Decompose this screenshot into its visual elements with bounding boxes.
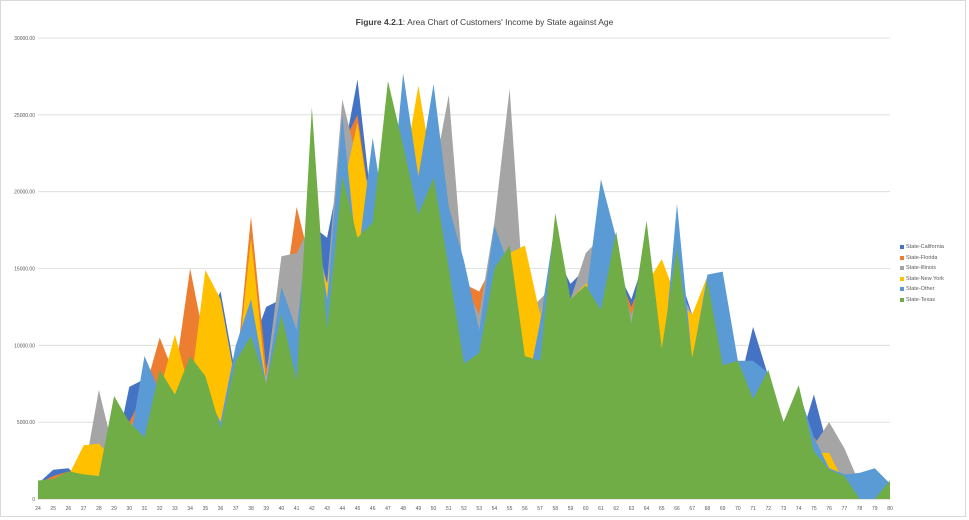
x-tick-label: 48: [400, 506, 406, 512]
x-tick-label: 78: [857, 506, 863, 512]
x-tick-label: 59: [568, 506, 574, 512]
x-tick-label: 65: [659, 506, 665, 512]
x-tick-label: 33: [172, 506, 178, 512]
y-tick-label: 0: [32, 497, 35, 503]
x-tick-label: 56: [522, 506, 528, 512]
x-tick-label: 38: [248, 506, 254, 512]
x-tick-label: 35: [203, 506, 209, 512]
x-tick-label: 69: [720, 506, 726, 512]
x-tick-label: 49: [416, 506, 422, 512]
x-tick-label: 64: [644, 506, 650, 512]
x-tick-label: 41: [294, 506, 300, 512]
legend-item: State-New York: [900, 274, 944, 285]
legend-label: State-Other: [906, 286, 935, 293]
x-tick-label: 47: [385, 506, 391, 512]
x-tick-label: 57: [537, 506, 543, 512]
x-tick-label: 80: [887, 506, 893, 512]
x-tick-label: 37: [233, 506, 239, 512]
x-tick-label: 61: [598, 506, 604, 512]
chart-legend: State-California State-Florida State-Illin…: [900, 242, 944, 305]
x-tick-label: 40: [279, 506, 285, 512]
x-tick-label: 32: [157, 506, 163, 512]
x-tick-label: 36: [218, 506, 224, 512]
x-tick-label: 70: [735, 506, 741, 512]
x-tick-label: 76: [826, 506, 832, 512]
legend-label: State-Illinois: [906, 265, 936, 272]
x-tick-label: 52: [461, 506, 467, 512]
legend-label: State-Florida: [906, 254, 938, 261]
x-tick-label: 45: [355, 506, 361, 512]
legend-label: State-New York: [906, 275, 944, 282]
x-tick-label: 53: [476, 506, 482, 512]
x-tick-label: 74: [796, 506, 802, 512]
x-tick-label: 24: [35, 506, 41, 512]
x-tick-label: 30: [127, 506, 133, 512]
legend-item: State-Texas: [900, 295, 944, 306]
chart-title-rest: : Area Chart of Customers' Income by Sta…: [402, 17, 614, 27]
y-tick-label: 20000.00: [14, 190, 35, 196]
x-tick-label: 51: [446, 506, 452, 512]
x-tick-label: 29: [111, 506, 117, 512]
x-tick-label: 63: [629, 506, 635, 512]
area-series-state-texas: [38, 81, 890, 499]
legend-label: State-Texas: [906, 296, 936, 303]
x-tick-label: 66: [674, 506, 680, 512]
y-tick-label: 5000.00: [17, 420, 35, 426]
x-tick-label: 43: [324, 506, 330, 512]
x-tick-label: 67: [689, 506, 695, 512]
y-tick-label: 30000.00: [14, 36, 35, 42]
x-tick-label: 44: [340, 506, 346, 512]
legend-item: State-Other: [900, 284, 944, 295]
legend-swatch: [900, 276, 904, 281]
x-tick-label: 42: [309, 506, 315, 512]
chart-title-bold: Figure 4.2.1: [355, 17, 403, 27]
x-tick-label: 26: [66, 506, 72, 512]
legend-swatch: [900, 245, 904, 250]
x-tick-label: 71: [750, 506, 756, 512]
legend-swatch: [900, 266, 904, 271]
x-tick-label: 58: [553, 506, 559, 512]
x-tick-label: 34: [187, 506, 193, 512]
x-tick-label: 25: [50, 506, 56, 512]
x-tick-label: 73: [781, 506, 787, 512]
legend-item: State-California: [900, 242, 944, 253]
legend-label: State-California: [906, 244, 944, 251]
x-tick-label: 55: [507, 506, 513, 512]
legend-swatch: [900, 255, 904, 260]
legend-item: State-Florida: [900, 253, 944, 264]
x-tick-label: 27: [81, 506, 87, 512]
legend-swatch: [900, 287, 904, 292]
x-tick-label: 62: [613, 506, 619, 512]
y-tick-label: 10000.00: [14, 343, 35, 349]
x-tick-label: 77: [842, 506, 848, 512]
chart-title: Figure 4.2.1: Area Chart of Customers' I…: [0, 17, 969, 27]
x-tick-label: 31: [142, 506, 148, 512]
x-tick-label: 39: [263, 506, 269, 512]
x-tick-label: 60: [583, 506, 589, 512]
legend-swatch: [900, 297, 904, 302]
x-tick-label: 79: [872, 506, 878, 512]
y-tick-label: 25000.00: [14, 113, 35, 119]
x-tick-label: 54: [492, 506, 498, 512]
x-tick-label: 46: [370, 506, 376, 512]
legend-item: State-Illinois: [900, 263, 944, 274]
x-tick-label: 75: [811, 506, 817, 512]
x-tick-label: 28: [96, 506, 102, 512]
y-tick-label: 15000.00: [14, 267, 35, 273]
x-tick-label: 50: [431, 506, 437, 512]
x-tick-label: 68: [705, 506, 711, 512]
x-tick-label: 72: [766, 506, 772, 512]
